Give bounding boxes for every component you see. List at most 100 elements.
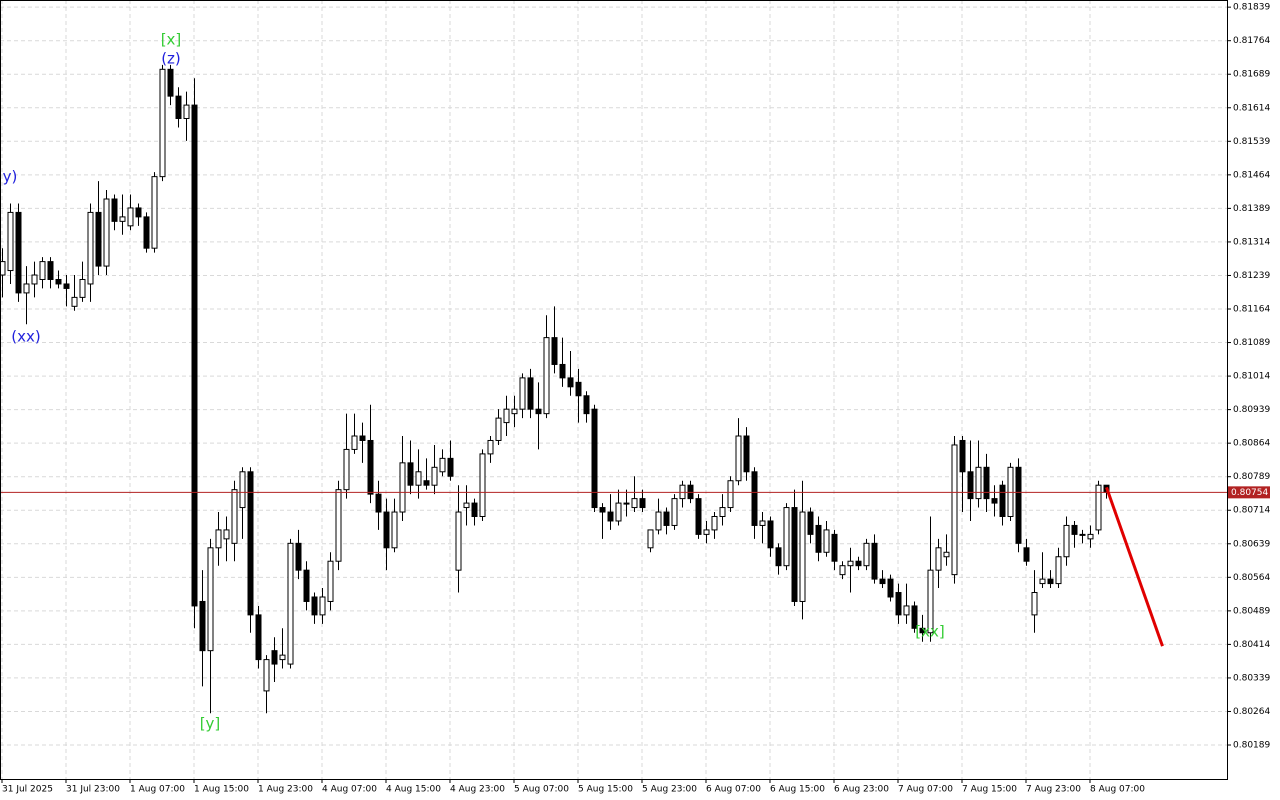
candle-body [775,547,782,567]
y-tick-label: 0.81014 [1233,372,1270,382]
candle-body [79,278,86,298]
candle-body [567,377,574,388]
x-tick-label: 5 Aug 15:00 [578,785,633,795]
y-tick-label: 0.81839 [1233,3,1270,13]
y-tick-label: 0.81314 [1233,237,1270,247]
plot-frame [0,0,1228,780]
y-tick-label: 0.81689 [1233,70,1270,80]
candle-body [791,507,798,602]
candle-body [999,484,1006,518]
candle-body [375,493,382,513]
x-tick-label: 4 Aug 15:00 [386,785,441,795]
candle-body [1095,484,1102,531]
candle-body [455,511,462,571]
candle-body [383,511,390,549]
candle-body [527,377,534,410]
y-tick-label: 0.81089 [1233,338,1270,348]
candle-body [439,457,446,473]
x-tick-label: 5 Aug 07:00 [514,785,569,795]
candle-body [543,337,550,415]
x-tick-label: 8 Aug 07:00 [1090,785,1145,795]
y-tick-label: 0.81464 [1233,170,1270,180]
candle-body [831,533,838,562]
x-tick-label: 7 Aug 23:00 [1026,785,1081,795]
price-label-box [1228,486,1270,499]
candle-body [1087,533,1094,540]
candle-body [447,457,454,477]
y-tick-label: 0.80189 [1233,741,1270,751]
candle-body [31,274,38,285]
candle-body [935,547,942,571]
candle-body [207,547,214,652]
price-label: 0.80754 [1231,488,1268,498]
candle-body [559,363,566,379]
candle-body [255,614,262,661]
candle-body [975,466,982,500]
candle-body [927,569,934,634]
candle-body [7,211,14,272]
candle-body [1079,533,1086,536]
candle-body [1047,578,1054,585]
candle-body [471,502,478,518]
candle-body [135,207,142,218]
x-tick-label: 4 Aug 07:00 [322,785,377,795]
candle-body [159,68,166,178]
candle-body [463,502,470,509]
candle-body [87,211,94,285]
candle-body [407,462,414,486]
candle-body [823,529,830,553]
x-tick-label: 6 Aug 07:00 [706,785,761,795]
candle-body [191,104,198,607]
candle-body [663,511,670,526]
candle-body [487,439,494,455]
candle-body [943,551,950,558]
candle-body [55,278,62,285]
candle-body [143,216,150,249]
candle-body [575,381,582,397]
candle-body [279,654,286,661]
candle-body [39,261,46,280]
candle-body [415,471,422,486]
candle-body [15,211,22,294]
x-tick-label: 1 Aug 15:00 [194,785,249,795]
candle-body [399,462,406,513]
candle-body [607,511,614,522]
candle-body [863,542,870,567]
candle-body [479,453,486,518]
candle-body [1031,592,1038,616]
candle-body [759,520,766,526]
candle-body [583,395,590,415]
candle-body [327,560,334,602]
y-tick-label: 0.80489 [1233,606,1270,616]
candle-body [703,529,710,535]
candle-body [1023,547,1030,562]
candle-body [1039,578,1046,585]
candle-body [951,444,958,576]
candle-body [223,529,230,540]
x-tick-label: 31 Jul 2025 [2,785,53,795]
candle-body [175,95,182,120]
candle-body [967,471,974,500]
candle-body [959,439,966,473]
candle-body [519,377,526,410]
candle-body [895,592,902,616]
wave-label: [xx] [915,623,944,641]
candle-body [167,68,174,97]
candle-body [847,560,854,567]
y-tick-label: 0.80639 [1233,539,1270,549]
candle-body [199,600,206,652]
wave-label: [x] [161,31,182,49]
x-tick-label: 6 Aug 23:00 [834,785,889,795]
wave-label: (z) [161,50,181,68]
candle-body [871,542,878,580]
candle-body [63,283,70,289]
candle-body [655,511,662,531]
candle-body [919,627,926,634]
y-tick-label: 0.80714 [1233,506,1270,516]
candle-body [151,176,158,249]
x-tick-label: 31 Jul 23:00 [66,785,120,795]
candle-body [903,605,910,616]
candle-body [879,578,886,585]
